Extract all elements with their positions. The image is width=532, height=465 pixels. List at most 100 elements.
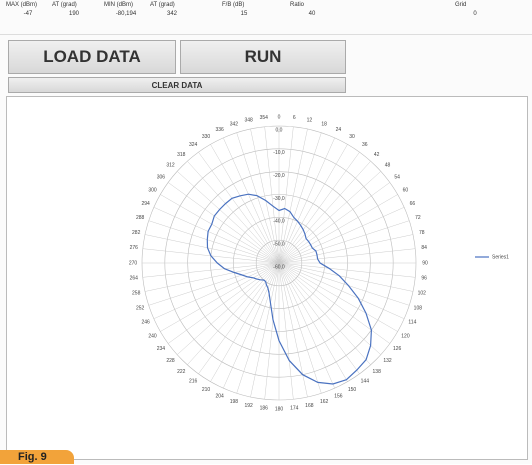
angle-label: 0 bbox=[278, 114, 281, 120]
grid-spoke bbox=[250, 128, 280, 264]
grid-spoke bbox=[278, 207, 405, 264]
grid-spoke bbox=[278, 262, 405, 319]
header-label: AT (grad) bbox=[150, 2, 175, 8]
angle-label: 270 bbox=[129, 260, 138, 266]
angle-label: 138 bbox=[373, 369, 382, 375]
load-button[interactable]: LOAD DATA bbox=[8, 40, 176, 74]
grid-spoke bbox=[177, 262, 280, 355]
r-tick-label: -20,0 bbox=[273, 173, 285, 179]
angle-label: 6 bbox=[293, 115, 296, 121]
angle-label: 78 bbox=[419, 230, 425, 236]
grid-spoke bbox=[210, 144, 280, 264]
angle-label: 108 bbox=[414, 305, 423, 311]
angle-label: 126 bbox=[393, 346, 402, 352]
grid-spoke bbox=[278, 262, 335, 389]
grid-spoke bbox=[278, 262, 381, 355]
angle-label: 24 bbox=[336, 127, 342, 133]
angle-label: 264 bbox=[130, 276, 139, 282]
grid-spoke bbox=[278, 262, 410, 306]
grid-spoke bbox=[278, 262, 416, 278]
angle-label: 246 bbox=[141, 320, 150, 326]
grid-spoke bbox=[187, 161, 280, 264]
angle-label: 150 bbox=[348, 387, 357, 393]
grid-spoke bbox=[144, 234, 280, 264]
header-cell: MAX (dBm) -47 bbox=[6, 2, 50, 17]
angle-label: 18 bbox=[321, 121, 327, 127]
angle-label: 318 bbox=[177, 152, 186, 158]
angle-label: 96 bbox=[421, 276, 427, 282]
figure-label: Fig. 9 bbox=[0, 450, 74, 464]
angle-label: 102 bbox=[418, 291, 427, 297]
angle-label: 162 bbox=[320, 399, 329, 405]
grid-spoke bbox=[264, 262, 280, 400]
angle-label: 216 bbox=[189, 378, 198, 384]
header-cell: Grid 0 bbox=[455, 2, 495, 17]
angle-label: 294 bbox=[141, 201, 150, 207]
run-button[interactable]: RUN bbox=[180, 40, 346, 74]
angle-label: 54 bbox=[394, 175, 400, 181]
angle-label: 222 bbox=[177, 369, 186, 375]
header-value: -47 bbox=[23, 11, 33, 17]
header-cell: AT (grad) 190 bbox=[52, 2, 96, 17]
grid-spoke bbox=[278, 144, 348, 264]
angle-label: 60 bbox=[403, 187, 409, 193]
angle-label: 144 bbox=[361, 378, 370, 384]
header-cell: AT (grad) 342 bbox=[150, 2, 194, 17]
angle-label: 342 bbox=[230, 121, 239, 127]
angle-label: 90 bbox=[422, 260, 428, 266]
angle-label: 42 bbox=[374, 152, 380, 158]
angle-label: 258 bbox=[132, 291, 141, 297]
header-label: Grid bbox=[455, 2, 467, 8]
angle-label: 312 bbox=[166, 163, 175, 169]
grid-spoke bbox=[236, 132, 280, 264]
grid-spoke bbox=[148, 262, 280, 306]
grid-spoke bbox=[198, 262, 280, 374]
header-value: 190 bbox=[68, 11, 79, 17]
r-tick-label: -30,0 bbox=[273, 196, 285, 202]
r-tick-label: -40,0 bbox=[273, 219, 285, 225]
header-value: 40 bbox=[308, 11, 316, 17]
grid-spoke bbox=[210, 262, 280, 382]
grid-spoke bbox=[278, 234, 414, 264]
angle-label: 324 bbox=[189, 142, 198, 148]
grid-spoke bbox=[250, 262, 280, 398]
grid-spoke bbox=[278, 194, 398, 264]
grid-spoke bbox=[278, 262, 390, 344]
grid-spoke bbox=[153, 207, 280, 264]
angle-label: 48 bbox=[385, 163, 391, 169]
grid-spoke bbox=[278, 262, 294, 400]
header-label: MIN (dBm) bbox=[104, 2, 133, 8]
header-label: F/B (dB) bbox=[222, 2, 245, 8]
grid-spoke bbox=[264, 126, 280, 264]
angle-label: 198 bbox=[230, 399, 239, 405]
angle-label: 192 bbox=[244, 403, 253, 409]
grid-spoke bbox=[142, 262, 280, 278]
grid-spoke bbox=[278, 137, 335, 264]
grid-spoke bbox=[278, 262, 414, 292]
header-value: 15 bbox=[240, 11, 248, 17]
angle-label: 36 bbox=[362, 142, 368, 148]
grid-spoke bbox=[198, 152, 280, 264]
grid-spoke bbox=[278, 182, 390, 264]
angle-label: 180 bbox=[275, 406, 284, 412]
grid-spoke bbox=[236, 262, 280, 394]
angle-label: 186 bbox=[260, 406, 269, 412]
grid-spoke bbox=[278, 152, 360, 264]
grid-spoke bbox=[177, 171, 280, 264]
angle-label: 306 bbox=[157, 175, 166, 181]
angle-label: 234 bbox=[157, 346, 166, 352]
angle-label: 30 bbox=[349, 134, 355, 140]
grid-spoke bbox=[168, 262, 280, 344]
clear-button[interactable]: CLEAR DATA bbox=[8, 77, 346, 93]
grid-spoke bbox=[278, 161, 371, 264]
angle-label: 210 bbox=[202, 387, 211, 393]
angle-label: 228 bbox=[166, 358, 175, 364]
grid-spoke bbox=[278, 128, 308, 264]
angle-label: 288 bbox=[136, 215, 145, 221]
grid-spoke bbox=[278, 262, 348, 382]
grid-spoke bbox=[278, 132, 322, 264]
header-value: 0 bbox=[473, 11, 477, 17]
angle-label: 300 bbox=[148, 187, 157, 193]
legend-label: Series1 bbox=[492, 254, 509, 260]
grid-spoke bbox=[168, 182, 280, 264]
